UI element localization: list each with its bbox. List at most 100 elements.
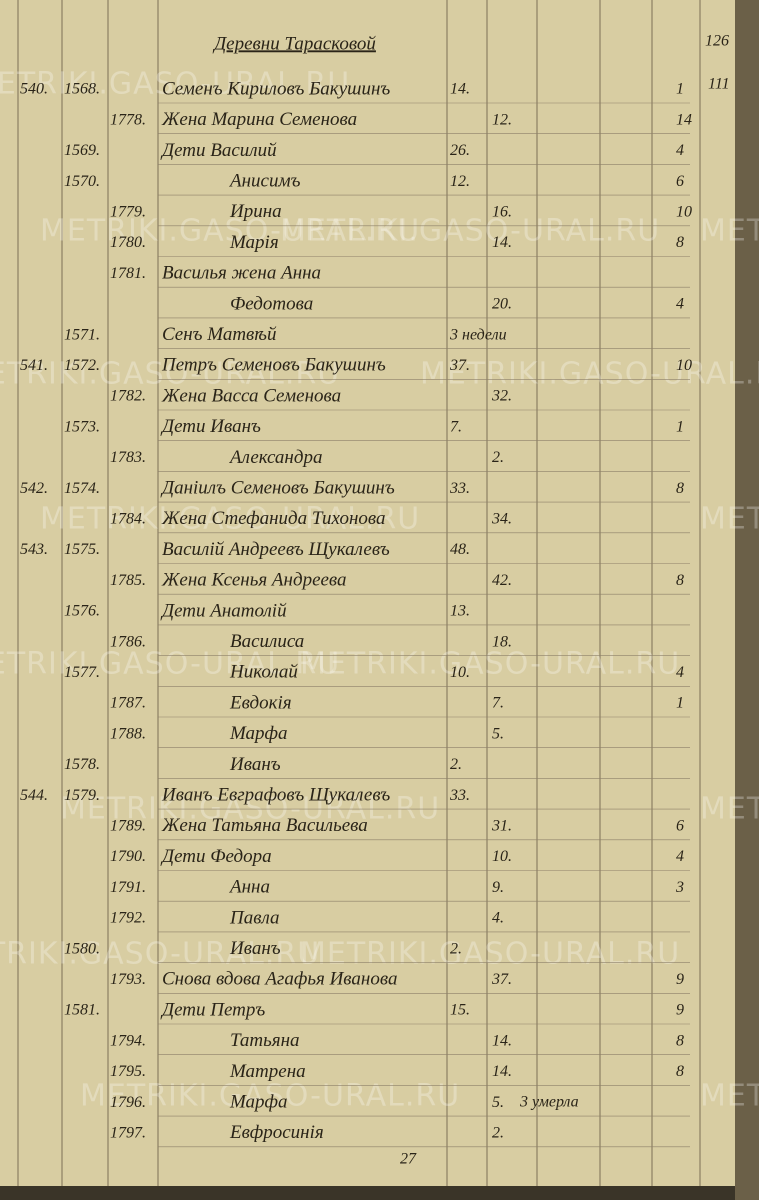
- person-name: Марфа: [229, 723, 288, 744]
- right-note: 3: [675, 879, 684, 896]
- person-name: Николай: [229, 662, 298, 683]
- female-age: 32.: [491, 388, 512, 405]
- male-age: 12.: [450, 173, 470, 190]
- watermark: METRIKI.GASO-URAL.RU: [0, 67, 350, 102]
- household-number: 540.: [20, 81, 48, 98]
- male-age: 26.: [450, 142, 470, 159]
- person-name: Марiя: [229, 232, 279, 253]
- binding: [735, 0, 759, 1200]
- right-note: 10: [676, 357, 692, 374]
- female-number: 1796.: [110, 1094, 146, 1111]
- female-age: 4.: [492, 910, 504, 927]
- right-note: 1: [676, 81, 684, 98]
- female-age: 10.: [492, 848, 512, 865]
- person-name: Жена Ксенья Андреева: [161, 570, 347, 591]
- male-age: 33.: [449, 480, 470, 497]
- male-number: 1571.: [64, 326, 100, 343]
- male-age: 2.: [450, 756, 462, 773]
- female-age: 2.: [492, 1124, 504, 1141]
- female-age: 12.: [492, 111, 512, 128]
- household-number: 541.: [20, 357, 48, 374]
- female-number: 1780.: [110, 234, 146, 251]
- person-name: Василiй Андреевъ Щукалевъ: [162, 539, 390, 560]
- right-note: 8: [676, 1063, 684, 1080]
- female-age: 31.: [491, 817, 512, 834]
- male-number: 1576.: [64, 603, 100, 620]
- person-name: Матрена: [229, 1061, 306, 1082]
- female-number: 1785.: [110, 572, 146, 589]
- watermark: METRIKI.GASO-URAL.RU: [700, 502, 759, 537]
- male-age: 37.: [449, 357, 470, 374]
- person-name: Сенъ Матвѣй: [162, 324, 277, 345]
- male-number: 1574.: [64, 480, 100, 497]
- person-name: Анна: [228, 877, 270, 898]
- female-age: 9.: [492, 879, 504, 896]
- page-number-2: 111: [708, 76, 730, 93]
- female-age: 42.: [492, 572, 512, 589]
- person-name: Жена Стефанида Тихонова: [161, 508, 386, 529]
- person-name: Анисимъ: [228, 170, 301, 191]
- watermark: METRIKI.GASO-URAL.RU: [700, 792, 759, 827]
- right-note: 6: [676, 173, 684, 190]
- person-name: Данiилъ Семеновъ Бакушинъ: [160, 477, 395, 498]
- female-number: 1791.: [110, 879, 146, 896]
- watermark: METRIKI.GASO-URAL.RU: [420, 357, 759, 392]
- title: Деревни Тарасковой: [212, 33, 376, 54]
- female-number: 1797.: [110, 1124, 146, 1141]
- watermark: METRIKI.GASO-URAL.RU: [0, 937, 320, 972]
- watermark: METRIKI.GASO-URAL.RU: [300, 937, 680, 972]
- paper: [0, 0, 742, 1186]
- person-name: Дети Василий: [160, 140, 277, 161]
- watermark: METRIKI.GASO-URAL.RU: [280, 214, 660, 249]
- female-number: 1781.: [110, 265, 146, 282]
- male-number: 1579.: [64, 787, 100, 804]
- right-note: 1: [676, 695, 684, 712]
- watermark: METRIKI.GASO-URAL.RU: [40, 214, 420, 249]
- household-number: 544.: [20, 787, 48, 804]
- right-note: 6: [676, 817, 684, 834]
- male-number: 1580.: [64, 940, 100, 957]
- person-name: Иванъ: [229, 938, 281, 959]
- watermark: METRIKI.GASO-URAL.RU: [700, 214, 759, 249]
- person-name: Снова вдова Агафья Иванова: [162, 969, 397, 990]
- right-note: 4: [676, 664, 684, 681]
- person-name: Ирина: [229, 201, 282, 222]
- watermark: METRIKI.GASO-URAL.RU: [0, 357, 340, 392]
- right-note: 1: [676, 418, 684, 435]
- household-number: 542.: [20, 480, 48, 497]
- male-age: 7.: [450, 418, 462, 435]
- male-age: 15.: [450, 1002, 470, 1019]
- person-name: Дети Анатолiй: [160, 600, 287, 621]
- male-number: 1577.: [64, 664, 100, 681]
- female-age: 18.: [492, 633, 512, 650]
- female-number: 1782.: [110, 388, 146, 405]
- female-age: 14.: [492, 1063, 512, 1080]
- male-age: 2.: [450, 940, 462, 957]
- person-name: Евдокiя: [229, 692, 292, 713]
- male-age: 48.: [450, 541, 470, 558]
- female-number: 1788.: [110, 725, 146, 742]
- female-number: 1787.: [110, 695, 146, 712]
- person-name: Семенъ Кириловъ Бакушинъ: [162, 78, 390, 99]
- male-age: 14.: [450, 81, 470, 98]
- right-note: 9: [676, 971, 684, 988]
- female-number: 1786.: [110, 633, 146, 650]
- watermark: METRIKI.GASO-URAL.RU: [700, 1079, 759, 1114]
- female-age: 14.: [492, 1032, 512, 1049]
- female-number: 1779.: [110, 203, 146, 220]
- watermark: METRIKI.GASO-URAL.RU: [0, 647, 340, 682]
- column-lines: [17, 0, 701, 1186]
- person-name: Павла: [229, 907, 280, 928]
- right-note: 8: [676, 234, 684, 251]
- person-name: Дети Иванъ: [160, 416, 261, 437]
- watermarks: METRIKI.GASO-URAL.RUMETRIKI.GASO-URAL.RU…: [0, 67, 759, 1114]
- right-note: 4: [676, 848, 684, 865]
- female-number: 1792.: [110, 910, 146, 927]
- right-note: 4: [676, 142, 684, 159]
- female-number: 1783.: [110, 449, 146, 466]
- right-note: 9: [676, 1002, 684, 1019]
- female-number: 1790.: [110, 848, 146, 865]
- female-number: 1778.: [110, 111, 146, 128]
- male-number: 1569.: [64, 142, 100, 159]
